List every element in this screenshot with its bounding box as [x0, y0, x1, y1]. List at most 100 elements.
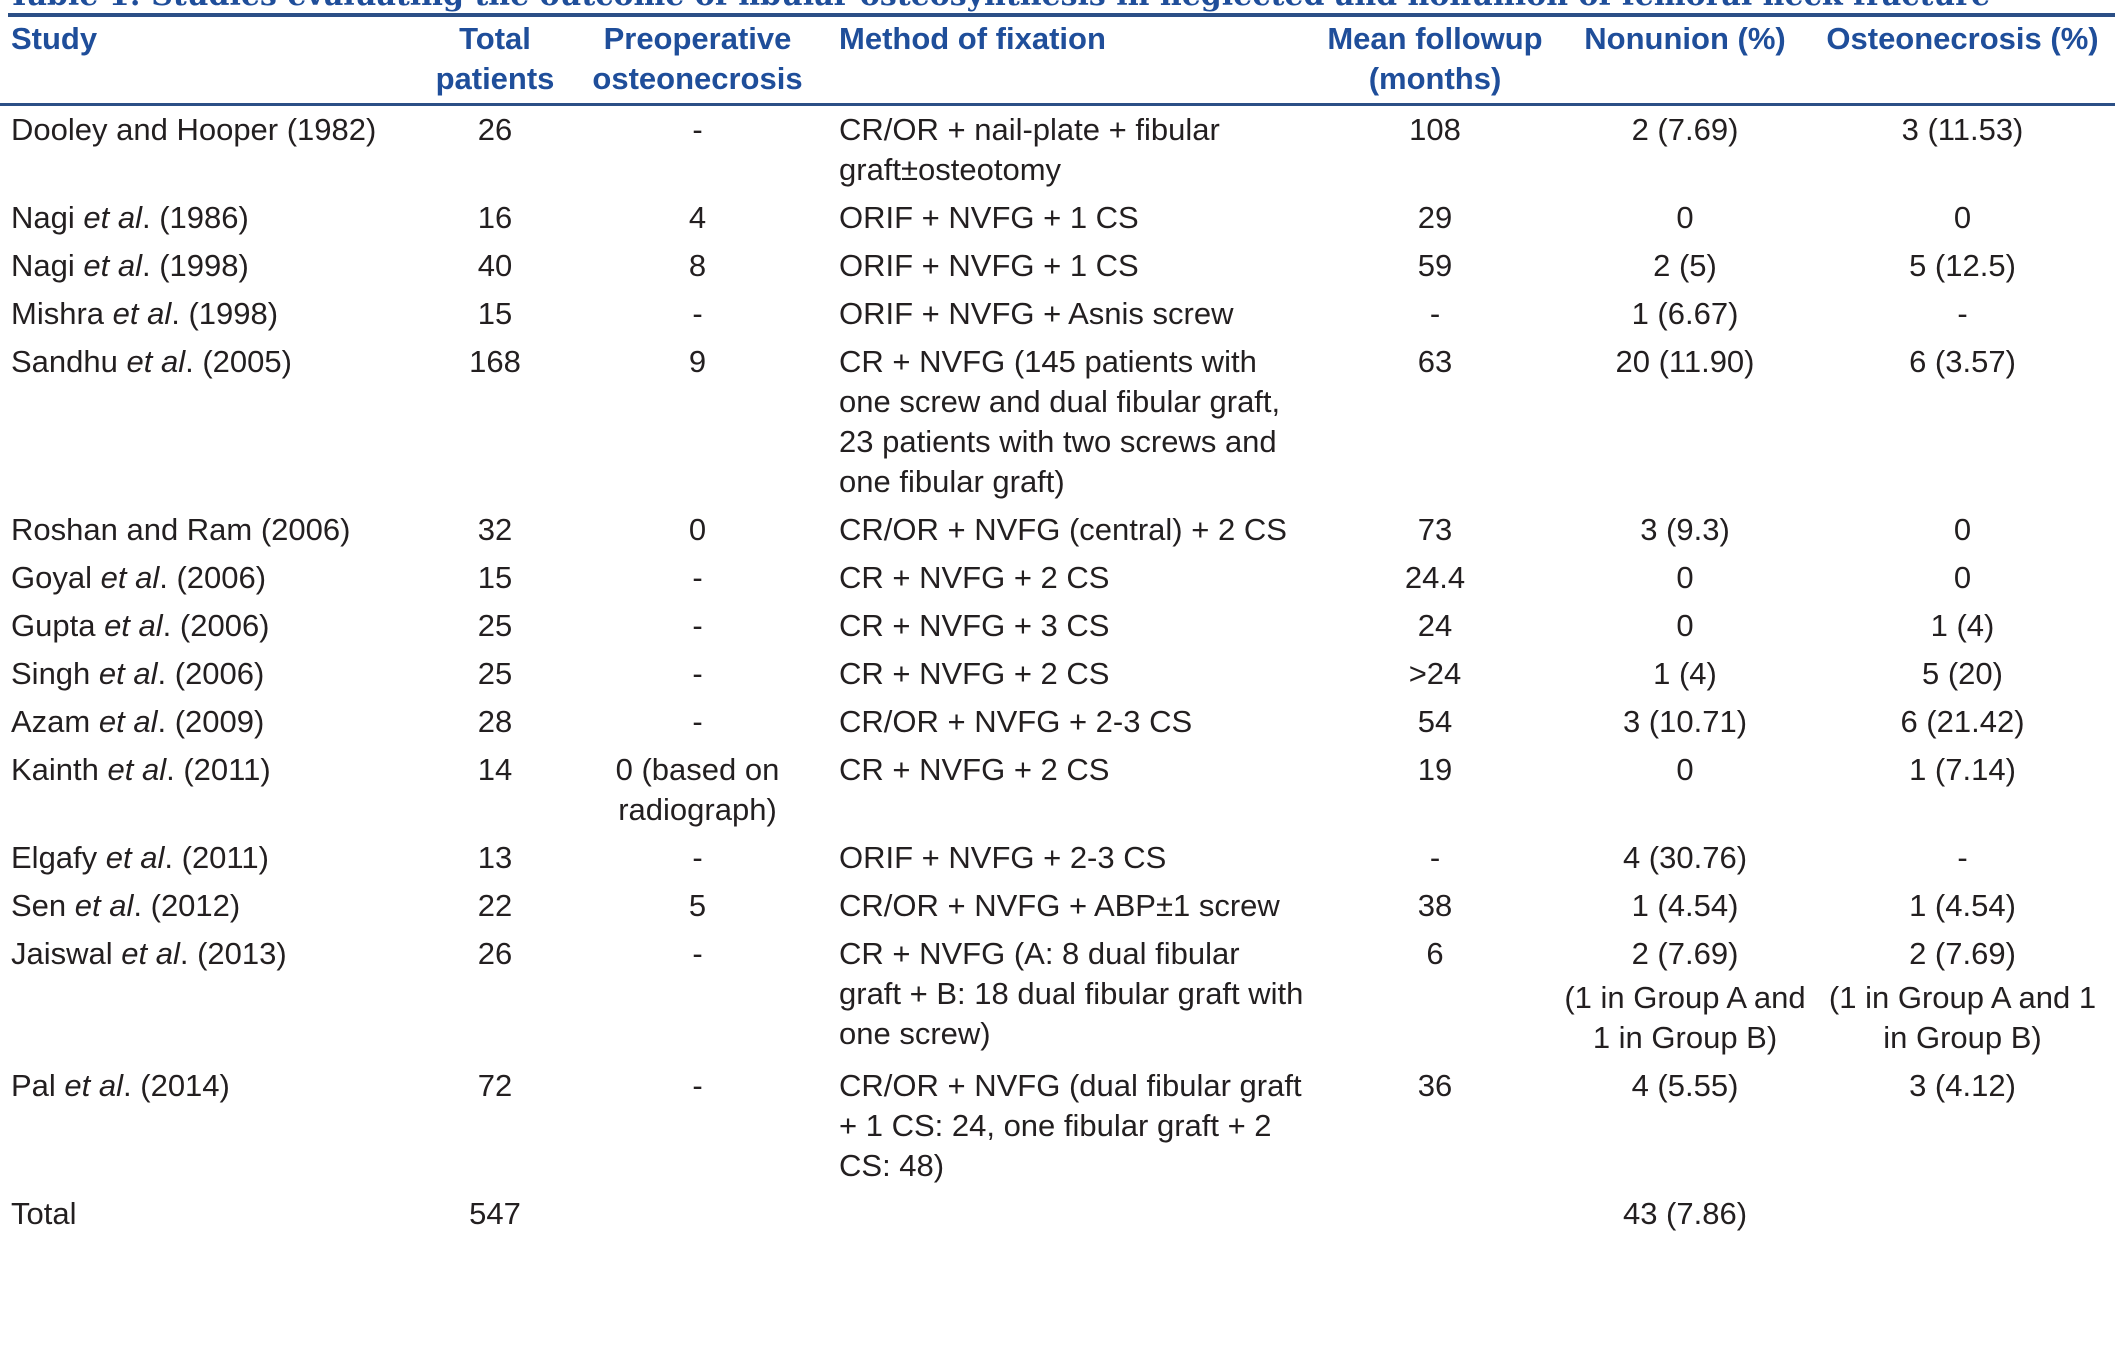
nonunion-value: 2 (7.69) [1631, 112, 1739, 147]
cell-total-patients: 26 [477, 112, 513, 147]
cell-total-patients: 72 [477, 1068, 513, 1103]
osteonecrosis-value: 3 (11.53) [1901, 112, 2024, 147]
cell-mean-followup: 63 [1417, 344, 1453, 379]
cell-study: Nagi et al. (1986) [0, 194, 420, 242]
cell-study: Elgafy et al. (2011) [0, 834, 420, 882]
study-year: . (1998) [141, 248, 249, 283]
osteonecrosis-value: - [1957, 840, 1968, 875]
study-year: . (1986) [141, 200, 249, 235]
cell-study: Pal et al. (2014) [0, 1062, 420, 1190]
cell-mean-followup: 24.4 [1404, 560, 1466, 595]
study-et-al: et al [98, 656, 158, 691]
study-year: . (2006) [157, 656, 265, 691]
cell-osteonecrosis: 0 [1810, 554, 2115, 602]
cell-mean-followup: 38 [1417, 888, 1453, 923]
cell-study: Total [0, 1190, 420, 1238]
nonunion-value: 1 (6.67) [1631, 296, 1739, 331]
osteonecrosis-value: 6 (3.57) [1909, 344, 2016, 379]
cell-nonunion: 2 (7.69) [1560, 105, 1810, 195]
study-et-al: et al [126, 344, 186, 379]
cell-mean-followup: 59 [1417, 248, 1453, 283]
study-et-al: et al [83, 248, 142, 283]
cell-nonunion: 3 (9.3) [1560, 506, 1810, 554]
table-row: Gupta et al. (2006) 25 - CR + NVFG + 3 CS 24… [0, 602, 2115, 650]
cell-nonunion: 1 (6.67) [1560, 290, 1810, 338]
table-row: Kainth et al. (2011) 14 0 (based on radiog… [0, 746, 2115, 834]
cell-osteonecrosis: 2 (7.69) (1 in Group A and 1 in Group B) [1810, 930, 2115, 1062]
cell-method: CR/OR + NVFG (dual fibular graft + 1 CS:… [839, 1068, 1302, 1183]
cell-osteonecrosis: 3 (11.53) [1810, 105, 2115, 195]
cell-preoperative-osteonecrosis: - [692, 112, 703, 147]
cell-osteonecrosis [1810, 1190, 2115, 1238]
cell-osteonecrosis: 1 (4) [1810, 602, 2115, 650]
cell-study: Mishra et al. (1998) [0, 290, 420, 338]
cell-total-patients: 28 [477, 704, 513, 739]
nonunion-value: 0 [1676, 200, 1694, 235]
cell-study: Dooley and Hooper (1982) [0, 105, 420, 195]
cell-preoperative-osteonecrosis: 5 [688, 888, 707, 923]
cell-study: Gupta et al. (2006) [0, 602, 420, 650]
table-row: Sandhu et al. (2005) 168 9 CR + NVFG (145 p… [0, 338, 2115, 506]
cell-osteonecrosis: 6 (21.42) [1810, 698, 2115, 746]
cell-method: ORIF + NVFG + 1 CS [839, 248, 1139, 283]
study-author: Pal [11, 1068, 65, 1103]
osteonecrosis-value: 1 (4.54) [1909, 888, 2016, 923]
cell-nonunion: 4 (30.76) [1560, 834, 1810, 882]
cell-osteonecrosis: 1 (4.54) [1810, 882, 2115, 930]
cell-total-patients: 16 [477, 200, 513, 235]
cell-total-patients: 26 [477, 936, 513, 971]
study-author: Azam [11, 704, 99, 739]
table-row: Jaiswal et al. (2013) 26 - CR + NVFG (A: 8 … [0, 930, 2115, 1062]
cell-mean-followup: 24 [1417, 608, 1453, 643]
table-row: Nagi et al. (1986) 16 4 ORIF + NVFG + 1 CS 2… [0, 194, 2115, 242]
cell-method: ORIF + NVFG + 1 CS [839, 200, 1139, 235]
header-total-patients: Total patients [420, 17, 570, 106]
osteonecrosis-value: 1 (7.14) [1909, 752, 2016, 787]
cell-nonunion: 4 (5.55) [1560, 1062, 1810, 1190]
study-et-al: et al [74, 888, 134, 923]
cell-preoperative-osteonecrosis [570, 1190, 825, 1238]
study-author: Sandhu [11, 344, 127, 379]
study-year: . (2005) [185, 344, 292, 379]
table-row: Singh et al. (2006) 25 - CR + NVFG + 2 CS >2… [0, 650, 2115, 698]
table-row: Roshan and Ram (2006) 32 0 CR/OR + NVFG (ce… [0, 506, 2115, 554]
cell-method [825, 1190, 1310, 1238]
study-et-al: et al [83, 200, 142, 235]
cell-total-patients: 40 [477, 248, 513, 283]
nonunion-value: 0 [1676, 752, 1694, 787]
cell-method: ORIF + NVFG + Asnis screw [839, 296, 1234, 331]
cell-method: CR + NVFG + 2 CS [839, 656, 1110, 691]
cell-study: Sen et al. (2012) [0, 882, 420, 930]
cell-mean-followup: 73 [1417, 512, 1453, 547]
study-author: Sen [11, 888, 75, 923]
cell-mean-followup: 108 [1409, 112, 1461, 147]
cell-method: CR/OR + NVFG (central) + 2 CS [839, 512, 1287, 547]
cell-osteonecrosis: - [1810, 834, 2115, 882]
nonunion-value: 0 [1676, 608, 1694, 643]
nonunion-value: 2 (5) [1653, 248, 1717, 283]
table-row: Elgafy et al. (2011) 13 - ORIF + NVFG + 2-3… [0, 834, 2115, 882]
cell-total-patients: 547 [469, 1196, 521, 1231]
cell-study: Azam et al. (2009) [0, 698, 420, 746]
cell-mean-followup: >24 [1408, 656, 1462, 691]
table-row: Mishra et al. (1998) 15 - ORIF + NVFG + Asn… [0, 290, 2115, 338]
table-row: Azam et al. (2009) 28 - CR/OR + NVFG + 2-3 … [0, 698, 2115, 746]
cell-total-patients: 25 [477, 656, 513, 691]
study-et-al: et al [112, 296, 172, 331]
studies-table: Study Total patients Preoperative osteon… [0, 17, 2115, 1238]
study-year: . (2006) [159, 560, 267, 595]
study-author: Total [11, 1196, 77, 1231]
cell-preoperative-osteonecrosis: 0 (based on radiograph) [615, 752, 780, 827]
nonunion-note: (1 in Group A and 1 in Group B) [1564, 980, 1806, 1055]
cell-method: CR + NVFG + 3 CS [839, 608, 1110, 643]
cell-method: CR + NVFG + 2 CS [839, 752, 1110, 787]
study-et-al: et al [104, 608, 163, 643]
nonunion-value: 0 [1676, 560, 1694, 595]
study-year: . (1998) [171, 296, 279, 331]
cell-nonunion: 2 (7.69) (1 in Group A and 1 in Group B) [1560, 930, 1810, 1062]
cell-nonunion: 1 (4.54) [1560, 882, 1810, 930]
nonunion-value: 4 (5.55) [1631, 1068, 1739, 1103]
nonunion-value: 1 (4) [1653, 656, 1717, 691]
study-author: Nagi [11, 248, 84, 283]
header-method: Method of fixation [825, 17, 1310, 106]
